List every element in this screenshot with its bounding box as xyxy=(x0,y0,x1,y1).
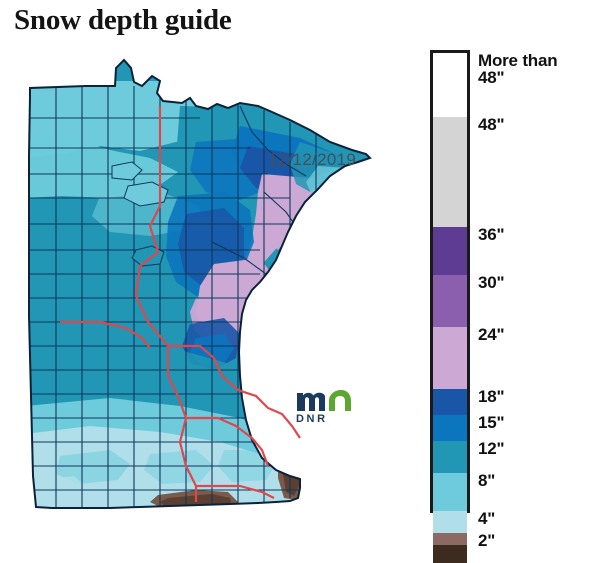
snow-depth-legend: More than 48" 48" 36" 30" 24" 18" 15" 12" 8" 4" 2" xyxy=(430,50,596,563)
legend-band-8 xyxy=(433,473,467,511)
legend-color-bar xyxy=(430,50,470,563)
legend-label-0: More than 48" xyxy=(478,51,558,88)
legend-band-0 xyxy=(433,53,467,117)
legend-band-4 xyxy=(433,327,467,389)
snow-depth-choropleth xyxy=(29,60,370,508)
legend-label-2: 36" xyxy=(478,225,505,244)
region-boundaries xyxy=(60,106,301,502)
legend-band-11 xyxy=(433,545,467,563)
logo-letter-n xyxy=(329,390,351,411)
legend-label-3: 30" xyxy=(478,273,505,292)
legend-label-10: 2" xyxy=(478,531,496,550)
map-date-label: 12/12/2019 xyxy=(268,150,357,169)
minnesota-snow-depth-map xyxy=(28,58,372,509)
legend-band-3 xyxy=(433,275,467,327)
legend-label-1: 48" xyxy=(478,115,505,134)
page-title: Snow depth guide xyxy=(14,4,232,36)
legend-band-10 xyxy=(433,533,467,545)
legend-band-7 xyxy=(433,441,467,473)
legend-band-2 xyxy=(433,227,467,275)
state-outline xyxy=(28,58,372,509)
map-panel: 12/12/2019 DNR xyxy=(0,46,420,519)
lakes xyxy=(111,161,169,267)
logo-letter-m xyxy=(297,392,325,411)
legend-band-5 xyxy=(433,389,467,415)
mn-logo-mark xyxy=(297,390,351,411)
dnr-wordmark: DNR xyxy=(296,413,328,425)
legend-label-7: 12" xyxy=(478,439,505,458)
legend-label-5: 18" xyxy=(478,387,505,406)
legend-label-8: 8" xyxy=(478,471,496,490)
legend-band-9 xyxy=(433,511,467,533)
legend-label-6: 15" xyxy=(478,413,505,432)
legend-band-6 xyxy=(433,415,467,441)
dnr-logo: DNR xyxy=(296,386,356,432)
legend-band-1 xyxy=(433,117,467,227)
legend-label-4: 24" xyxy=(478,325,505,344)
